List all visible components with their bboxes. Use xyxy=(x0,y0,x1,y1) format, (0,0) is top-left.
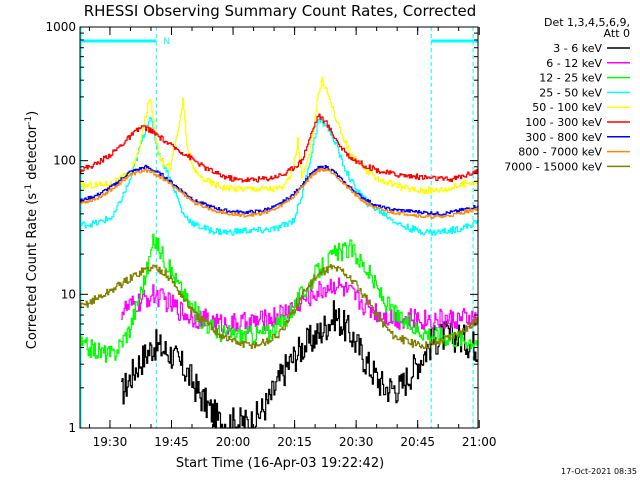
x-tick-label: 20:30 xyxy=(339,435,374,449)
legend-label-3: 25 - 50 keV xyxy=(539,86,602,99)
plot-frame xyxy=(79,26,479,429)
legend-label-7: 800 - 7000 keV xyxy=(518,146,602,159)
series-line-6 xyxy=(80,164,479,216)
series-line-5 xyxy=(80,113,479,183)
legend-label-1: 6 - 12 keV xyxy=(546,57,602,70)
footer-date: 17-Oct-2021 08:35 xyxy=(561,467,637,476)
legend-label-0: 3 - 6 keV xyxy=(553,42,602,55)
x-tick-label: 20:15 xyxy=(277,435,312,449)
x-tick-label: 19:30 xyxy=(93,435,128,449)
chart-title: RHESSI Observing Summary Count Rates, Co… xyxy=(84,2,477,20)
y-axis-label: Corrected Count Rate (s-1 detector-1) xyxy=(24,111,40,349)
series-line-8 xyxy=(80,264,479,350)
series-line-2 xyxy=(80,233,479,363)
legend-label-8: 7000 - 15000 keV xyxy=(504,160,602,173)
x-tick-label: 20:00 xyxy=(216,435,251,449)
attenuator-note: Att 0 xyxy=(604,27,630,40)
legend-label-5: 100 - 300 keV xyxy=(525,116,602,129)
x-tick-label: 21:00 xyxy=(462,435,497,449)
night-markers: N xyxy=(80,27,478,428)
legend-label-6: 300 - 800 keV xyxy=(525,131,602,144)
night-bar-label: N xyxy=(163,37,170,47)
legend-label-4: 50 - 100 keV xyxy=(532,101,602,114)
series-lines xyxy=(80,76,479,429)
x-axis-label: Start Time (16-Apr-03 19:22:42) xyxy=(176,456,384,471)
legend-label-2: 12 - 25 keV xyxy=(539,72,602,85)
detector-note: Det 1,3,4,5,6,9, xyxy=(544,16,630,29)
y-tick-label: 1000 xyxy=(45,20,76,34)
y-tick-label: 100 xyxy=(53,154,76,168)
series-line-0 xyxy=(121,300,479,429)
x-tick-label: 20:45 xyxy=(400,435,435,449)
series-line-4 xyxy=(80,76,479,194)
series-line-7 xyxy=(80,168,479,219)
y-tick-label: 10 xyxy=(61,287,76,301)
x-tick-label: 19:45 xyxy=(154,435,189,449)
axes: 1 10 100 1000 19:30 19:45 20:00 20:15 20:30 20:45… xyxy=(45,20,496,449)
y-tick-label: 1 xyxy=(68,421,76,435)
